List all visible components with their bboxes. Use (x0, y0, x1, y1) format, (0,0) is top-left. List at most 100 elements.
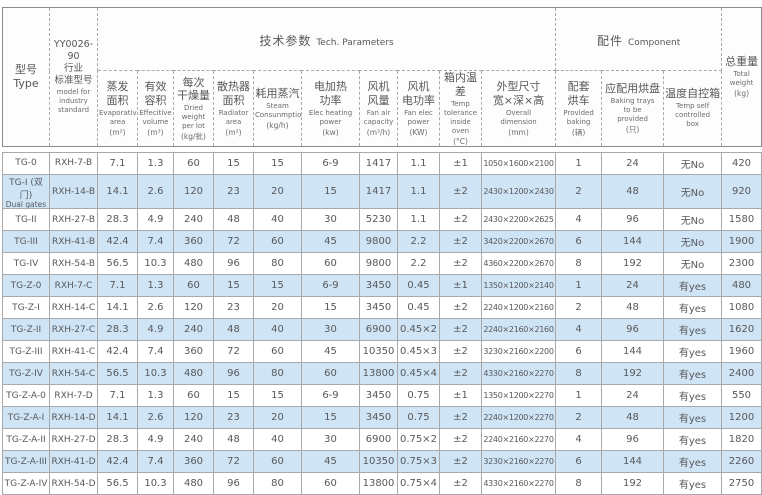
column-header-zh: 电加热 功率 (314, 80, 347, 107)
column-header-unit: (m²) (225, 127, 242, 137)
cell-temp-tolerance: ±2 (439, 362, 482, 386)
group-header-tech: 技术参数 Tech. Parameters (96, 7, 557, 71)
cell-baking-trays: 48 (601, 173, 664, 210)
cell-steam-consumption: 15 (253, 274, 302, 298)
cell-fan-air-capacity: 1417 (359, 173, 398, 210)
cell-temp-tolerance: ±2 (439, 230, 482, 254)
cell-evaporative-area: 14.1 (97, 173, 138, 210)
cell-elec-heating-power: 60 (301, 472, 360, 495)
cell-industry-standard-model: RXH-27-D (49, 428, 98, 452)
cell-baking-trays: 144 (601, 450, 664, 474)
cell-radiator-area: 15 (213, 151, 254, 175)
cell-baking-carts-provided: 2 (555, 406, 602, 430)
cell-type: TG-IV (2, 252, 50, 276)
cell-effective-volume: 10.3 (137, 362, 174, 386)
cell-dried-weight-per-lot: 240 (173, 318, 214, 342)
cell-dried-weight-per-lot: 360 (173, 230, 214, 254)
cell-evaporative-area: 28.3 (97, 428, 138, 452)
table-row: TG-Z-A-I RXH-14-D 14.1 2.6 120 23 20 15 3450 0.75… (2, 406, 762, 430)
cell-baking-carts-provided: 8 (555, 472, 602, 495)
cell-industry-standard-model: RXH-27-B (49, 208, 98, 232)
group-header-component: 配件 Component (555, 7, 723, 71)
cell-temp-tolerance: ±2 (439, 340, 482, 364)
header-row-groups: 型号 Type YY0026-90 行业 标准型号 model for indust… (2, 7, 762, 147)
column-header-zh: 应配用烘盘 (605, 82, 661, 96)
column-header-zh: 耗用蒸汽 (255, 86, 300, 100)
column-header-dried-weight-per-lot: 每次 干燥量 Dried weight per lot (kg/批) (173, 70, 214, 147)
column-header-unit: (kw) (322, 127, 339, 137)
cell-industry-standard-model: RXH-14-D (49, 406, 98, 430)
cell-effective-volume: 4.9 (137, 318, 174, 342)
spec-table-body: TG-0 RXH-7-B 7.1 1.3 60 15 15 6-9 1417 1.1 ±1 1050×… (2, 151, 762, 495)
cell-total-weight: 1820 (721, 428, 762, 452)
cell-type: TG-Z-IV (2, 362, 50, 386)
cell-dried-weight-per-lot: 60 (173, 151, 214, 175)
cell-overall-dimension: 2240×2160×2270 (481, 428, 556, 452)
cell-temp-self-control-box: 有yes (663, 384, 722, 408)
column-header-zh: 蒸发 面积 (106, 80, 129, 107)
cell-temp-self-control-box: 有yes (663, 428, 722, 452)
cell-total-weight: 2750 (721, 472, 762, 495)
column-header-zh: 温度自控箱 (665, 87, 721, 101)
cell-elec-heating-power: 60 (301, 362, 360, 386)
cell-effective-volume: 7.4 (137, 340, 174, 364)
table-row: TG-III RXH-41-B 42.4 7.4 360 72 60 45 9800 2.2 ±2 3… (2, 230, 762, 254)
cell-overall-dimension: 4330×2160×2270 (481, 362, 556, 386)
cell-type: TG-Z-A-IV (2, 472, 50, 495)
cell-fan-air-capacity: 10350 (359, 450, 398, 474)
cell-industry-standard-model: RXH-54-B (49, 252, 98, 276)
cell-overall-dimension: 2240×2160×2160 (481, 318, 556, 342)
cell-baking-carts-provided: 4 (555, 428, 602, 452)
cell-fan-elec-power: 0.75 (397, 406, 440, 430)
table-row: TG-0 RXH-7-B 7.1 1.3 60 15 15 6-9 1417 1.1 ±1 1050×… (2, 151, 762, 175)
column-header-zh: 风机 电功率 (402, 80, 435, 107)
cell-steam-consumption: 20 (253, 296, 302, 320)
cell-total-weight: 1960 (721, 340, 762, 364)
cell-overall-dimension: 4330×2160×2270 (481, 472, 556, 495)
cell-dried-weight-per-lot: 480 (173, 362, 214, 386)
column-header-industry-standard-model: YY0026-90 行业 标准型号 model for industry stan… (49, 7, 98, 147)
column-header-zh: 有效 容积 (144, 80, 167, 107)
cell-radiator-area: 48 (213, 208, 254, 232)
cell-fan-air-capacity: 13800 (359, 472, 398, 495)
column-header-en: Steam Consunmption (255, 101, 302, 119)
table-body: TG-0 RXH-7-B 7.1 1.3 60 15 15 6-9 1417 1.1 ±1 1050×… (2, 151, 762, 495)
cell-dried-weight-per-lot: 120 (173, 296, 214, 320)
column-header-zh: 散热器 面积 (217, 80, 250, 107)
column-header-baking-trays: 应配用烘盘 Baking trays to be provided (只) (601, 70, 665, 147)
column-header-zh: 总重量 (725, 55, 759, 69)
cell-temp-self-control-box: 无No (663, 173, 722, 210)
cell-steam-consumption: 40 (253, 428, 302, 452)
table-row: TG-IV RXH-54-B 56.5 10.3 480 96 80 60 9800 2.2 ±2 4… (2, 252, 762, 276)
cell-temp-tolerance: ±2 (439, 472, 482, 495)
cell-fan-elec-power: 2.2 (397, 252, 440, 276)
cell-total-weight: 1900 (721, 230, 762, 254)
column-header-unit: (mm) (508, 127, 529, 137)
cell-type: TG-I (双门) Dual gates (2, 173, 50, 210)
column-header-en: Radiator area (218, 108, 249, 126)
table-row: TG-Z-A-II RXH-27-D 28.3 4.9 240 48 40 30 6900 0.7… (2, 428, 762, 452)
table-row: TG-II RXH-27-B 28.3 4.9 240 48 40 30 5230 1.1 ±2 24… (2, 208, 762, 232)
cell-radiator-area: 23 (213, 406, 254, 430)
column-header-unit: (m²) (109, 127, 126, 137)
cell-overall-dimension: 2240×1200×2270 (481, 406, 556, 430)
cell-radiator-area: 96 (213, 472, 254, 495)
cell-type: TG-Z-III (2, 340, 50, 364)
cell-elec-heating-power: 30 (301, 208, 360, 232)
cell-elec-heating-power: 15 (301, 406, 360, 430)
cell-baking-trays: 144 (601, 340, 664, 364)
cell-temp-tolerance: ±1 (439, 151, 482, 175)
group-header-zh: 技术参数 (259, 33, 312, 48)
table-row: TG-I (双门) Dual gates RXH-14-B 14.1 2.6 120 23 2… (2, 173, 762, 210)
column-header-baking-carts-provided: 配套 烘车 Provided baking (辆) (555, 70, 603, 147)
cell-evaporative-area: 56.5 (97, 362, 138, 386)
cell-dried-weight-per-lot: 120 (173, 406, 214, 430)
column-header-en: Provided baking (563, 108, 594, 126)
cell-radiator-area: 96 (213, 252, 254, 276)
cell-industry-standard-model: RXH-41-B (49, 230, 98, 254)
cell-steam-consumption: 15 (253, 151, 302, 175)
cell-elec-heating-power: 45 (301, 230, 360, 254)
cell-total-weight: 550 (721, 384, 762, 408)
cell-dried-weight-per-lot: 360 (173, 340, 214, 364)
cell-evaporative-area: 56.5 (97, 472, 138, 495)
